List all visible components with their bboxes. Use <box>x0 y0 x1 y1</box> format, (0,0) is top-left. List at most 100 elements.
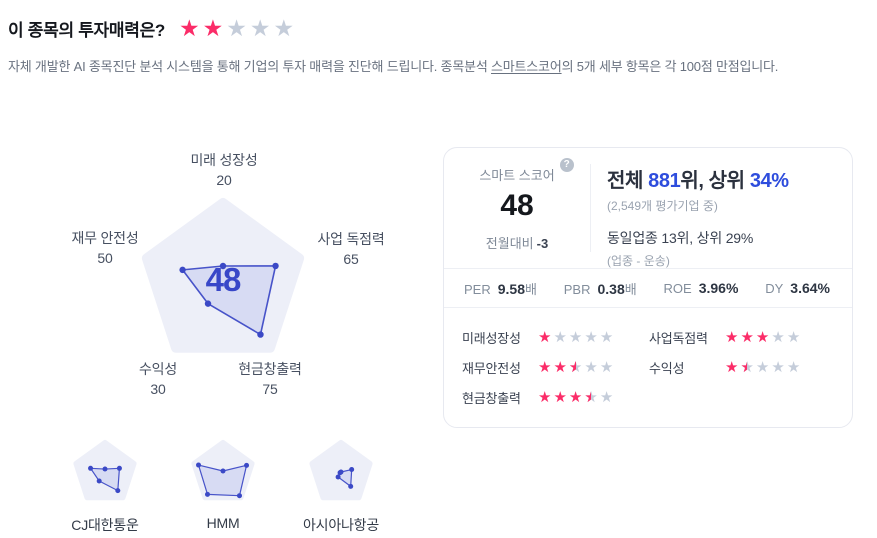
axis-name: 수익성 <box>138 361 178 377</box>
star-empty-icon: ★ <box>599 328 614 346</box>
smart-score-link[interactable]: 스마트스코어 <box>491 59 562 74</box>
metric-label: ROE <box>663 281 692 296</box>
axis-value: 50 <box>97 250 113 266</box>
rating-stars: ★ ★ ★ ★ ★ <box>538 330 615 345</box>
rating-future-growth: 미래성장성 ★ ★ ★ ★ ★ <box>462 328 649 347</box>
category-ratings: 미래성장성 ★ ★ ★ ★ ★ 사업독점력 ★ ★ ★ ★ ★ 재무안전성 ★ ★ ★ ★ ★ ★ 수익성… <box>444 308 852 427</box>
star-filled-icon: ★ <box>740 328 754 346</box>
star-filled-icon: ★ ★ <box>740 358 754 376</box>
star-empty-icon: ★ <box>786 358 801 376</box>
star-filled-icon: ★ <box>538 328 552 346</box>
score-label-row: 스마트 스코어 ? <box>479 157 574 184</box>
peer-chart-asiana[interactable]: 아시아나항공 <box>282 431 400 535</box>
rating-stars: ★ ★ ★ ★ ★ ★ <box>538 390 615 405</box>
star-empty-icon: ★ <box>226 15 247 41</box>
peer-chart-hmm[interactable]: HMM <box>164 431 282 535</box>
rating-business-monopoly: 사업독점력 ★ ★ ★ ★ ★ <box>649 328 852 347</box>
rating-label: 수익성 <box>649 360 685 376</box>
star-filled-icon: ★ <box>538 388 552 406</box>
axis-value: 65 <box>343 251 359 267</box>
star-empty-icon: ★ <box>249 15 271 41</box>
star-empty-icon: ★ <box>599 388 614 406</box>
metric-value: 9.58 <box>497 280 525 297</box>
star-filled-icon: ★ ★ <box>568 358 583 376</box>
metric-unit: % <box>817 280 830 296</box>
star-filled-icon: ★ <box>568 388 583 406</box>
metric-value: 3.96 <box>698 280 726 296</box>
peer-name: HMM <box>206 515 240 531</box>
star-empty-icon: ★ <box>584 358 598 376</box>
axis-label-cash-generation: 현금창출력 75 <box>200 359 340 399</box>
star-half-icon: ★ <box>584 389 592 405</box>
axis-value: 75 <box>262 381 278 397</box>
metric-per: PER 9.58 배 <box>464 279 537 298</box>
rank-percent: 34% <box>749 170 789 192</box>
industry-rank: 동일업종 13위, 상위 29% <box>607 230 754 246</box>
rank-prefix: 전체 <box>607 170 649 192</box>
main-radar-chart <box>141 198 305 353</box>
star-filled-icon: ★ <box>725 328 739 346</box>
description-text: 자체 개발한 AI 종목진단 분석 시스템을 통해 기업의 투자 매력을 진단해… <box>8 59 492 74</box>
metric-label: PER <box>464 281 491 297</box>
star-filled-icon: ★ <box>553 358 567 376</box>
rating-label: 사업독점력 <box>649 330 708 346</box>
peer-radar-chart <box>309 440 373 501</box>
star-filled-icon: ★ <box>755 328 770 346</box>
header: 이 종목의 투자매력은? ★ ★ ★ ★ ★ <box>8 16 297 41</box>
overall-rank: 전체 881위, 상위 34% <box>607 164 852 193</box>
smart-score-value: 48 <box>500 188 534 222</box>
smart-score-card: 스마트 스코어 ? 48 전월대비 -3 전체 881위, 상위 34% (2,5… <box>443 147 853 428</box>
star-empty-icon: ★ <box>771 328 785 346</box>
metric-value: 3.64 <box>790 280 818 296</box>
rating-label: 현금창출력 <box>462 390 521 406</box>
axis-label-business-monopoly: 사업 독점력 65 <box>281 229 421 269</box>
score-column: 스마트 스코어 ? 48 전월대비 -3 <box>444 148 590 268</box>
rating-stars: ★ ★ ★ ★ ★ ★ <box>538 360 615 375</box>
star-empty-icon: ★ <box>599 358 614 376</box>
axis-value: 30 <box>150 381 166 397</box>
rating-cash-generation: 현금창출력 ★ ★ ★ ★ ★ ★ <box>462 388 649 407</box>
axis-name: 미래 성장성 <box>190 152 258 168</box>
rank-note: (2,549개 평가기업 중) <box>607 199 718 213</box>
radar-center-score: 48 <box>205 261 242 298</box>
axis-name: 사업 독점력 <box>317 231 385 247</box>
score-label: 스마트 스코어 <box>479 167 555 183</box>
metric-unit: 배 <box>524 281 537 297</box>
star-empty-icon: ★ <box>584 328 598 346</box>
axis-value: 20 <box>216 172 232 188</box>
star-empty-icon: ★ <box>786 328 801 346</box>
rating-stars: ★ ★ ★ ★ ★ <box>725 330 802 345</box>
vertical-divider <box>590 164 591 252</box>
star-filled-icon: ★ <box>553 388 567 406</box>
peer-chart-cj[interactable]: CJ대한통운 <box>46 431 164 535</box>
star-half-icon: ★ <box>568 359 576 375</box>
peer-name: CJ대한통운 <box>71 517 139 533</box>
star-filled-icon: ★ <box>725 358 739 376</box>
peer-charts: CJ대한통운 HMM 아시아나항공 <box>46 431 400 535</box>
help-icon[interactable]: ? <box>559 157 574 172</box>
metric-unit: 배 <box>624 281 637 297</box>
peer-radar-chart <box>73 440 137 501</box>
axis-label-financial-safety: 재무 안전성 50 <box>35 228 175 268</box>
rank-middle: 위, 상위 <box>680 170 750 192</box>
rating-label: 미래성장성 <box>462 330 521 346</box>
valuation-metrics-row: PER 9.58 배 PBR 0.38 배 ROE 3.96% DY 3.64% <box>444 268 852 308</box>
star-empty-icon: ★ <box>273 15 295 41</box>
star-empty-icon: ★ <box>553 328 567 346</box>
rating-profitability: 수익성 ★ ★ ★ ★ ★ ★ <box>649 358 852 377</box>
star-empty-icon: ★ <box>568 328 583 346</box>
axis-label-profitability: 수익성 30 <box>88 359 228 399</box>
description-text-after: 의 5개 세부 항목은 각 100점 만점입니다. <box>561 59 779 74</box>
rating-financial-safety: 재무안전성 ★ ★ ★ ★ ★ ★ <box>462 358 649 377</box>
star-half-icon: ★ <box>740 359 748 375</box>
metric-unit: % <box>725 280 739 296</box>
star-filled-icon: ★ <box>538 358 552 376</box>
metric-pbr: PBR 0.38 배 <box>564 279 637 298</box>
axis-name: 재무 안전성 <box>71 230 139 246</box>
mom-label: 전월대비 <box>485 235 534 251</box>
mom-value: -3 <box>536 235 549 251</box>
rating-stars: ★ ★ ★ ★ ★ ★ <box>725 360 802 375</box>
star-empty-icon: ★ <box>755 358 770 376</box>
month-over-month: 전월대비 -3 <box>486 233 548 252</box>
